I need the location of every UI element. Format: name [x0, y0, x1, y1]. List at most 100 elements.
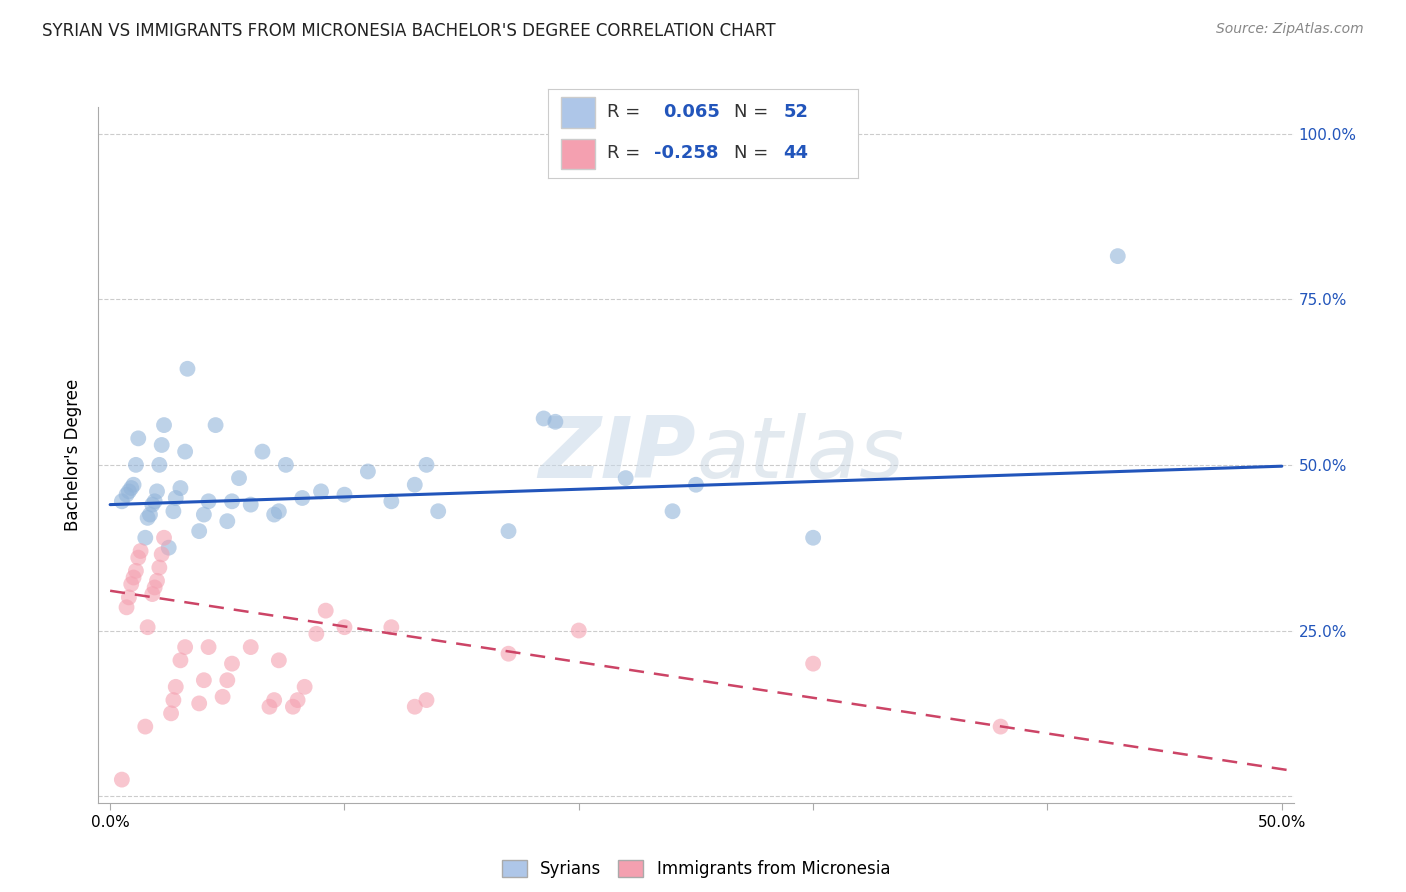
Text: ZIP: ZIP — [538, 413, 696, 497]
Point — [193, 673, 215, 688]
Point — [120, 577, 142, 591]
Point — [148, 458, 170, 472]
FancyBboxPatch shape — [561, 139, 595, 169]
Point — [1107, 249, 1129, 263]
Point — [252, 444, 274, 458]
Point — [169, 481, 191, 495]
Text: R =: R = — [607, 103, 647, 121]
Point — [129, 544, 152, 558]
Point — [141, 587, 163, 601]
Point — [404, 699, 426, 714]
Point — [228, 471, 250, 485]
Point — [263, 693, 285, 707]
Point — [427, 504, 450, 518]
Point — [125, 564, 148, 578]
Point — [263, 508, 285, 522]
Point — [127, 431, 149, 445]
Text: atlas: atlas — [696, 413, 904, 497]
Point — [267, 653, 290, 667]
Point — [136, 620, 159, 634]
Point — [315, 604, 337, 618]
Point — [333, 488, 356, 502]
Point — [801, 657, 824, 671]
Point — [533, 411, 555, 425]
Point — [115, 600, 138, 615]
Point — [150, 438, 173, 452]
Point — [217, 514, 239, 528]
Text: 0.065: 0.065 — [662, 103, 720, 121]
Point — [127, 550, 149, 565]
Point — [120, 481, 142, 495]
Point — [221, 657, 243, 671]
Point — [139, 508, 162, 522]
Point — [148, 560, 170, 574]
Point — [333, 620, 356, 634]
Text: R =: R = — [607, 145, 647, 162]
Point — [134, 531, 156, 545]
Point — [211, 690, 233, 704]
Point — [143, 581, 166, 595]
Point — [122, 477, 145, 491]
Point — [990, 720, 1012, 734]
Point — [239, 498, 262, 512]
Point — [162, 693, 184, 707]
Point — [287, 693, 309, 707]
Point — [160, 706, 183, 721]
Point — [153, 531, 176, 545]
Point — [294, 680, 316, 694]
Point — [801, 531, 824, 545]
Point — [281, 699, 304, 714]
Point — [357, 465, 380, 479]
Point — [568, 624, 591, 638]
Point — [380, 620, 402, 634]
Point — [404, 477, 426, 491]
Point — [188, 524, 211, 538]
Point — [174, 444, 197, 458]
Point — [661, 504, 683, 518]
Point — [197, 640, 219, 654]
Point — [614, 471, 637, 485]
Point — [136, 511, 159, 525]
Point — [157, 541, 180, 555]
Point — [143, 494, 166, 508]
Point — [174, 640, 197, 654]
Point — [305, 627, 328, 641]
Point — [118, 484, 141, 499]
Point — [259, 699, 281, 714]
Point — [111, 494, 134, 508]
Point — [176, 361, 198, 376]
Point — [1317, 504, 1340, 518]
Point — [380, 494, 402, 508]
Point — [188, 697, 211, 711]
Point — [165, 491, 187, 505]
Point — [221, 494, 243, 508]
Text: 52: 52 — [783, 103, 808, 121]
Point — [239, 640, 262, 654]
FancyBboxPatch shape — [561, 97, 595, 128]
Point — [193, 508, 215, 522]
Legend: Syrians, Immigrants from Micronesia: Syrians, Immigrants from Micronesia — [495, 854, 897, 885]
Point — [150, 547, 173, 561]
Text: -0.258: -0.258 — [654, 145, 718, 162]
Point — [165, 680, 187, 694]
Point — [141, 498, 163, 512]
Text: N =: N = — [734, 103, 773, 121]
Point — [544, 415, 567, 429]
Point — [146, 484, 169, 499]
Point — [267, 504, 290, 518]
Point — [309, 484, 332, 499]
Point — [291, 491, 314, 505]
Point — [153, 418, 176, 433]
Point — [197, 494, 219, 508]
Point — [146, 574, 169, 588]
Y-axis label: Bachelor's Degree: Bachelor's Degree — [65, 379, 83, 531]
Point — [115, 488, 138, 502]
Text: SYRIAN VS IMMIGRANTS FROM MICRONESIA BACHELOR'S DEGREE CORRELATION CHART: SYRIAN VS IMMIGRANTS FROM MICRONESIA BAC… — [42, 22, 776, 40]
Point — [685, 477, 707, 491]
Point — [204, 418, 226, 433]
Text: N =: N = — [734, 145, 773, 162]
Point — [415, 693, 437, 707]
Point — [498, 524, 520, 538]
Point — [125, 458, 148, 472]
Point — [118, 591, 141, 605]
